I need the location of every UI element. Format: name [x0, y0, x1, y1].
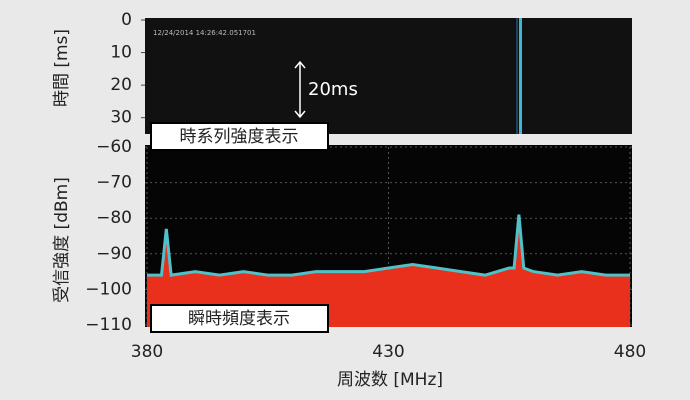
figure: 12/24/2014 14:26:42.051701 20ms 時系列強度表示 …	[0, 0, 690, 400]
x-tick-label: 430	[372, 342, 404, 362]
y-tick-label: −100	[85, 279, 132, 299]
x-tick-label: 480	[614, 342, 646, 362]
x-tick-label: 380	[131, 342, 163, 362]
y-tick-label: −80	[96, 208, 132, 228]
y-axis-label: 受信強度 [dBm]	[52, 177, 72, 303]
y-tick-label: 20	[110, 75, 132, 95]
signal-trace	[516, 18, 518, 134]
y-tick-label: 30	[110, 108, 132, 128]
y-tick-label: −60	[96, 137, 132, 157]
y-axis-label: 時間 [ms]	[52, 29, 72, 107]
y-tick-label: −110	[85, 315, 132, 335]
y-tick-label: −70	[96, 173, 132, 193]
timestamp: 12/24/2014 14:26:42.051701	[153, 29, 256, 37]
signal-trace	[519, 18, 522, 134]
x-axis-label: 周波数 [MHz]	[337, 370, 443, 390]
annotation: 20ms	[308, 79, 358, 100]
panel-label: 時系列強度表示	[180, 127, 299, 147]
y-tick-label: 10	[110, 43, 132, 63]
y-tick-label: −90	[96, 244, 132, 264]
y-tick-label: 0	[121, 10, 132, 30]
panel-label: 瞬時頻度表示	[188, 309, 290, 329]
